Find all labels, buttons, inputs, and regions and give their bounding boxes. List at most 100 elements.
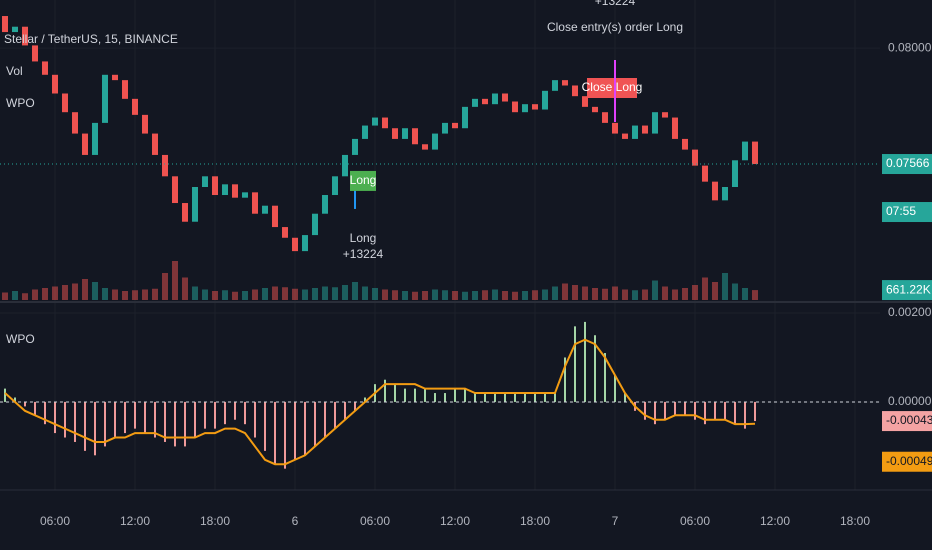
volume-bar <box>602 288 608 300</box>
countdown: 07:55 <box>886 204 916 218</box>
histogram-bar <box>434 393 436 402</box>
volume-bar <box>662 286 668 300</box>
volume-bar <box>552 286 558 300</box>
candle <box>392 128 398 139</box>
volume-bar <box>182 277 188 300</box>
histogram-bar <box>284 401 286 469</box>
candle <box>402 128 408 139</box>
histogram-bar <box>494 393 496 402</box>
volume-bar <box>742 288 748 300</box>
histogram-bar <box>514 393 516 402</box>
volume-bar <box>302 289 308 300</box>
volume-bar <box>612 286 618 300</box>
candle <box>192 186 198 222</box>
volume-bar <box>352 282 358 300</box>
volume-bar <box>702 277 708 300</box>
histogram-bar <box>144 401 146 434</box>
volume-bar <box>212 291 218 300</box>
histogram-bar <box>364 397 366 402</box>
candle <box>492 93 498 105</box>
histogram-bar <box>14 397 16 402</box>
candle <box>202 176 208 187</box>
histogram-bar <box>354 401 356 411</box>
candle <box>272 205 278 228</box>
histogram-bar <box>674 401 676 416</box>
histogram-bar <box>624 393 626 402</box>
histogram-bar <box>24 401 26 407</box>
candle <box>362 125 368 139</box>
histogram-bar <box>424 388 426 402</box>
histogram-bar <box>574 326 576 402</box>
candle <box>742 141 748 161</box>
volume-bar <box>442 290 448 300</box>
histogram-bar <box>194 401 196 438</box>
histogram-bar <box>294 401 296 460</box>
candle <box>72 112 78 134</box>
volume-bar <box>202 289 208 300</box>
volume-bar <box>342 285 348 300</box>
candle <box>82 133 88 155</box>
histogram-bar <box>104 401 106 447</box>
candle <box>552 80 558 91</box>
y-tick-label: 0.08000 <box>888 40 932 54</box>
histogram-bar <box>54 401 56 434</box>
histogram-bar <box>664 401 666 420</box>
volume-bar <box>582 286 588 300</box>
candle <box>562 80 568 86</box>
signal-label: -0.00049 <box>886 454 932 468</box>
histogram-bar <box>334 401 336 429</box>
candle <box>632 125 638 139</box>
volume-bar <box>122 291 128 300</box>
candle <box>592 106 598 113</box>
volume-bar <box>262 288 268 300</box>
candle <box>312 213 318 236</box>
candle <box>432 133 438 150</box>
volume-bar <box>412 291 418 300</box>
countdown-box <box>882 202 932 223</box>
histogram-bar <box>584 321 586 402</box>
histogram-bar <box>304 401 306 456</box>
candle <box>412 128 418 145</box>
histogram-bar <box>44 401 46 425</box>
candle <box>732 160 738 187</box>
volume-bar <box>752 290 758 300</box>
histogram-label: -0.00043 <box>886 413 932 427</box>
volume-bar <box>402 291 408 300</box>
candle <box>262 205 268 214</box>
volume-bar <box>252 289 258 300</box>
volume-bar <box>642 289 648 300</box>
price-label: 0.07566 <box>886 156 930 170</box>
candle <box>302 235 308 252</box>
candle <box>482 98 488 105</box>
histogram-bar <box>754 401 756 422</box>
candle <box>502 93 508 102</box>
order-qty: +13224 <box>595 0 636 8</box>
histogram-bar <box>114 401 116 438</box>
histogram-bar <box>184 401 186 447</box>
candle <box>712 181 718 201</box>
volume-bar <box>652 280 658 300</box>
volume-bar <box>332 287 338 300</box>
candle <box>662 112 668 118</box>
histogram-bar <box>324 401 326 438</box>
volume-bar <box>42 288 48 300</box>
candle <box>122 80 128 99</box>
candle <box>512 101 518 113</box>
volume-bar <box>242 291 248 300</box>
order-tag-box <box>350 170 376 191</box>
volume-bar <box>282 287 288 300</box>
histogram-bar <box>84 401 86 451</box>
x-tick-label: 6 <box>292 514 299 528</box>
volume-bar <box>562 283 568 300</box>
histogram-bar <box>544 393 546 402</box>
volume-bar <box>502 291 508 300</box>
volume-bar <box>472 291 478 300</box>
volume-bar <box>592 288 598 300</box>
candle <box>22 26 28 46</box>
candle <box>132 98 138 115</box>
candle <box>42 61 48 75</box>
volume-bar <box>572 285 578 300</box>
order-qty: +13224 <box>343 247 384 261</box>
